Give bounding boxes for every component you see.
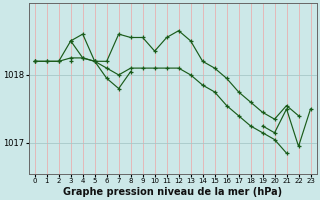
X-axis label: Graphe pression niveau de la mer (hPa): Graphe pression niveau de la mer (hPa) (63, 187, 282, 197)
